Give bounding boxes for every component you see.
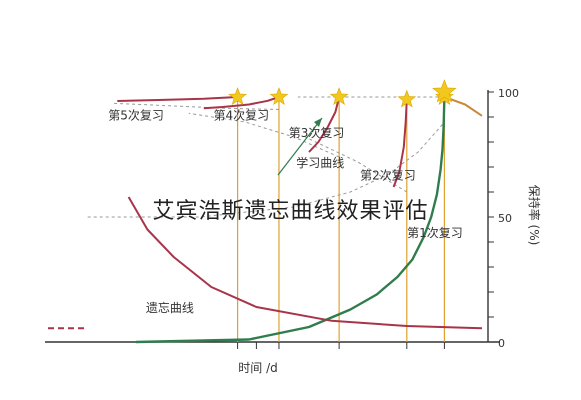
y-tick-label: 50 <box>498 212 512 225</box>
y-axis-label: 保持率 (%) <box>527 185 542 246</box>
series-line <box>203 96 280 110</box>
dashed-guide <box>87 124 443 218</box>
annotation-label: 第1次复习 <box>407 226 463 240</box>
annotation-label: 第3次复习 <box>289 126 345 140</box>
x-axis-label: 时间 /d <box>238 361 277 375</box>
annotation-label: 第2次复习 <box>360 169 416 183</box>
series-line <box>308 96 341 153</box>
y-tick-label: 100 <box>498 87 519 100</box>
review-star-marker <box>432 79 457 103</box>
annotation-label: 第5次复习 <box>108 109 164 123</box>
review-star-marker <box>329 87 349 105</box>
series-line <box>117 96 238 102</box>
annotation-label: 第4次复习 <box>214 109 270 123</box>
annotation-label: 遗忘曲线 <box>146 300 194 315</box>
review-star-marker <box>397 89 417 108</box>
dashed-guide <box>113 102 280 110</box>
review-star-marker <box>228 87 248 105</box>
dashed-guide <box>188 112 340 158</box>
series-line <box>127 196 483 330</box>
series-line <box>392 99 408 188</box>
series-line <box>136 96 446 344</box>
arrowhead-icon <box>314 118 322 127</box>
y-tick-label: 0 <box>498 337 505 350</box>
annotation-label: 学习曲线 <box>296 155 344 170</box>
annotation-arrow <box>277 117 323 176</box>
review-star-marker <box>269 87 289 105</box>
dashed-guide <box>305 136 408 193</box>
